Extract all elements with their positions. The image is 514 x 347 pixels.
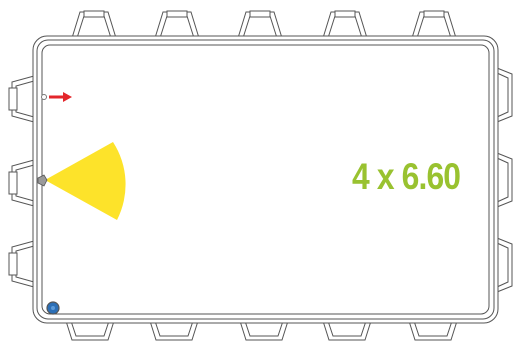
strap-anchor: [497, 68, 512, 122]
drain-icon: [47, 302, 59, 314]
strap-anchor: [409, 321, 457, 340]
strap-anchor: [155, 11, 199, 38]
strap-anchor: [497, 153, 512, 207]
strap-anchor: [66, 321, 114, 340]
strap-anchor: [412, 11, 456, 38]
left-straps: [9, 76, 34, 287]
strap-anchor: [150, 321, 198, 340]
strap-anchor: [72, 11, 116, 38]
pool-size-label: 4 x 6.60: [352, 158, 460, 195]
strap-anchor: [323, 11, 367, 38]
right-straps: [497, 68, 512, 292]
strap-anchor: [9, 160, 34, 206]
strap-anchor: [323, 321, 371, 340]
top-straps: [72, 11, 456, 38]
strap-anchor: [9, 76, 34, 122]
strap-anchor: [238, 11, 282, 38]
bottom-straps: [66, 321, 457, 340]
strap-anchor: [497, 238, 512, 292]
strap-anchor: [9, 241, 34, 287]
strap-anchor: [240, 321, 288, 340]
